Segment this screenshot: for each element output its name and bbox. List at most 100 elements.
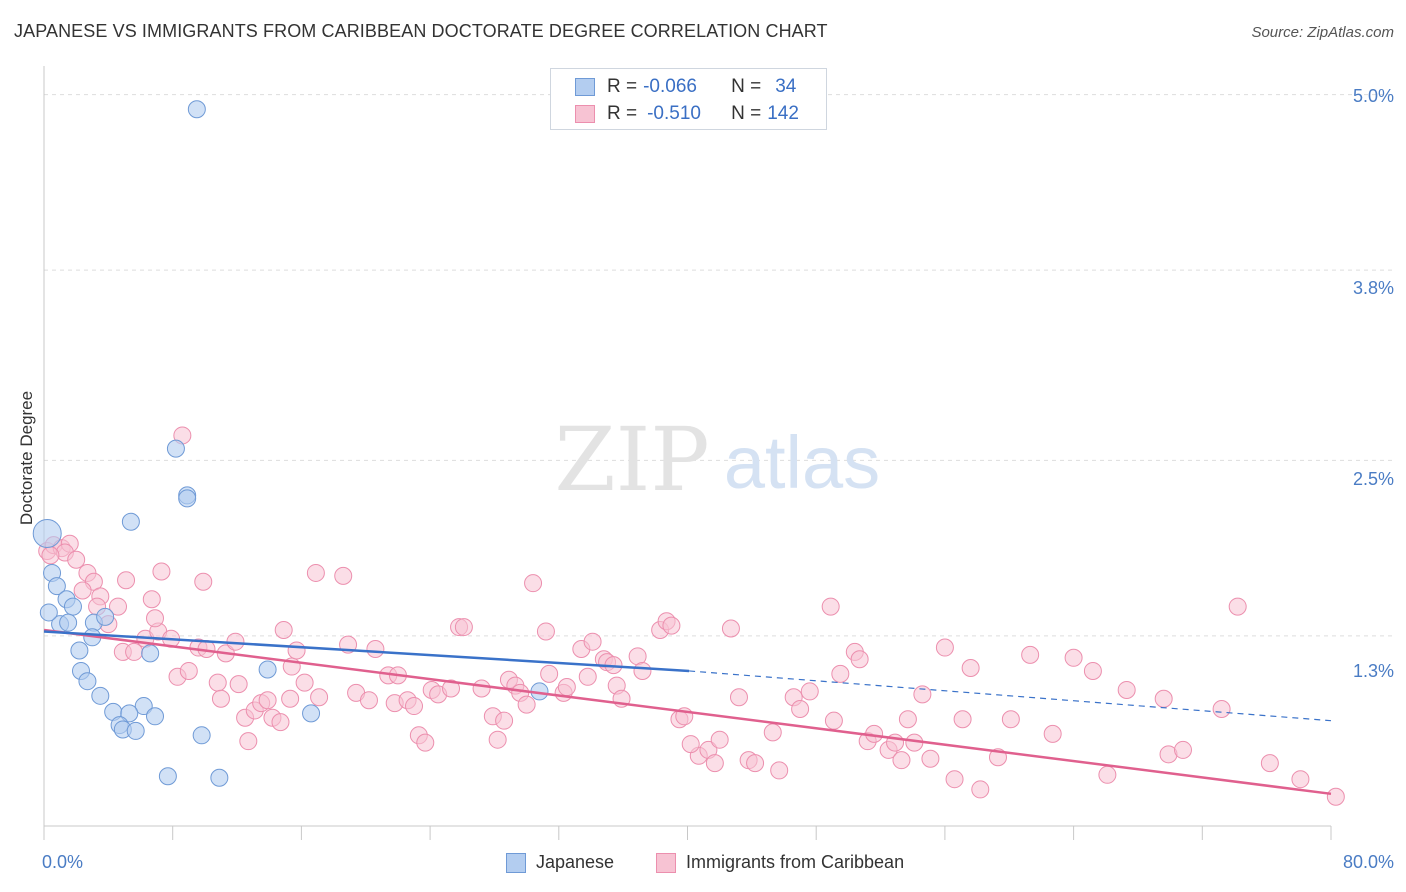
caribbean-point [583, 632, 602, 651]
japanese-trend-line [43, 630, 690, 673]
r-value: -0.066 [643, 76, 697, 97]
caribbean-point [416, 733, 435, 752]
japanese-point [63, 597, 82, 616]
caribbean-swatch [575, 105, 595, 123]
japanese-point [192, 726, 211, 745]
y-axis-label: Doctorate Degree [17, 390, 36, 526]
caribbean-point [274, 620, 293, 639]
caribbean-point [295, 673, 314, 692]
caribbean-point [1154, 689, 1173, 708]
caribbean-point [281, 689, 300, 708]
japanese-point [121, 512, 140, 531]
stats-legend: R = -0.066 N = 34 R = -0.510 N = 142 [550, 68, 827, 130]
caribbean-point [557, 678, 576, 697]
japanese-point [126, 721, 145, 740]
japanese-point [70, 641, 89, 660]
source-credit: Source: ZipAtlas.com [1251, 24, 1394, 41]
caribbean-point [662, 616, 681, 635]
japanese-swatch [575, 78, 595, 96]
caribbean-point [1098, 765, 1117, 784]
legend-item-japanese[interactable]: Japanese [506, 852, 614, 873]
caribbean-point [488, 730, 507, 749]
y-tick-label: 3.8% [1352, 278, 1394, 298]
stats-row-caribbean: R = -0.510 N = 142 [575, 102, 799, 126]
n-label: N = [731, 76, 762, 97]
grid-lines [44, 94, 1392, 637]
caribbean-point [211, 689, 230, 708]
caribbean-point [633, 661, 652, 680]
r-value: -0.510 [647, 103, 701, 124]
caribbean-point [913, 685, 932, 704]
caribbean-point [334, 566, 353, 585]
caribbean-point [729, 688, 748, 707]
caribbean-point [229, 675, 248, 694]
y-tick-label: 1.3% [1352, 661, 1394, 681]
caribbean-point [152, 562, 171, 581]
caribbean-point [824, 711, 843, 730]
japanese-point [178, 489, 197, 508]
caribbean-point [405, 697, 424, 716]
caribbean-point [366, 640, 385, 659]
caribbean-point [146, 609, 165, 628]
n-value: 34 [775, 76, 797, 97]
japanese-legend-swatch [506, 852, 526, 873]
caribbean-point [454, 618, 473, 637]
y-tick-label: 2.5% [1352, 469, 1394, 489]
caribbean-point [935, 638, 954, 657]
legend-label-caribbean: Immigrants from Caribbean [686, 852, 905, 872]
japanese-series [32, 100, 549, 787]
caribbean-point [800, 682, 819, 701]
caribbean-point [1043, 724, 1062, 743]
caribbean-point [1064, 648, 1083, 667]
caribbean-point [117, 571, 136, 590]
japanese-point [59, 613, 78, 632]
japanese-point [120, 704, 139, 723]
caribbean-point [194, 572, 213, 591]
caribbean-point [1083, 661, 1102, 680]
caribbean-point [921, 749, 940, 768]
caribbean-point [710, 730, 729, 749]
caribbean-point [287, 641, 306, 660]
watermark-zip: ZIP [554, 408, 709, 511]
caribbean-point [770, 761, 789, 780]
r-label: R = [607, 76, 638, 97]
caribbean-point [821, 597, 840, 616]
japanese-point [187, 100, 206, 119]
caribbean-point [1326, 787, 1345, 806]
japanese-point [258, 660, 277, 679]
caribbean-point [517, 695, 536, 714]
y-tick-label: 5.0% [1352, 86, 1394, 106]
caribbean-point [1001, 710, 1020, 729]
trend-lines [43, 628, 1332, 796]
caribbean-point [1291, 770, 1310, 789]
japanese-point [210, 768, 229, 787]
caribbean-point [898, 710, 917, 729]
caribbean-point [945, 770, 964, 789]
chart-title: JAPANESE VS IMMIGRANTS FROM CARIBBEAN DO… [14, 21, 828, 41]
caribbean-point [1173, 740, 1192, 759]
caribbean-point [705, 754, 724, 773]
japanese-point [166, 439, 185, 458]
japanese-point [141, 644, 160, 663]
n-label: N = [731, 103, 762, 124]
n-value: 142 [767, 103, 799, 124]
caribbean-point [310, 688, 329, 707]
caribbean-point [536, 622, 555, 641]
caribbean-point [1228, 597, 1247, 616]
japanese-point [78, 672, 97, 691]
caribbean-point [540, 664, 559, 683]
japanese-point [134, 697, 153, 716]
caribbean-point [791, 699, 810, 718]
caribbean-point [109, 597, 128, 616]
caribbean-point [721, 619, 740, 638]
caribbean-point [1260, 754, 1279, 773]
japanese-point [146, 707, 165, 726]
caribbean-point [961, 659, 980, 678]
stats-row-japanese: R = -0.066 N = 34 [575, 75, 796, 99]
caribbean-point [850, 650, 869, 669]
caribbean-point [208, 673, 227, 692]
legend-item-caribbean[interactable]: Immigrants from Caribbean [656, 852, 904, 873]
caribbean-point [578, 667, 597, 686]
caribbean-point [67, 550, 86, 569]
